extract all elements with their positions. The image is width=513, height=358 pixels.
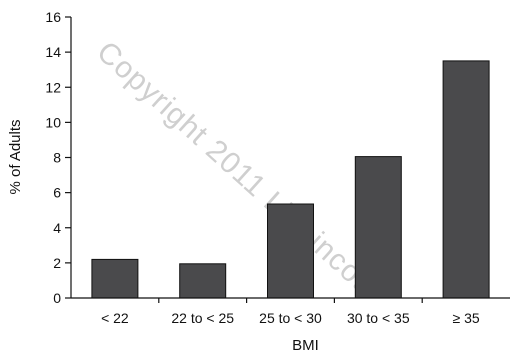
bars-group [91,60,490,299]
y-tick-label: 0 [53,290,61,306]
y-tick-label: 2 [53,255,61,271]
y-tick-label: 4 [53,220,61,236]
x-axis-title: BMI [292,337,319,354]
y-axis-title: % of Adults [7,119,24,194]
bar-2 [179,263,227,299]
x-category-label: ≥ 35 [453,310,480,326]
bar-4 [354,156,402,299]
bar-5 [442,60,490,299]
y-tick-label: 8 [53,150,61,166]
x-ticks-group: < 22 22 to < 25 25 to < 30 30 to < 35 ≥ 35 [101,298,480,326]
bar-3 [267,203,314,299]
y-ticks-group: 0 2 4 6 8 10 12 14 16 [45,9,71,306]
bar-1 [91,258,139,299]
y-tick-label: 6 [53,185,61,201]
x-category-label: 22 to < 25 [171,310,234,326]
y-tick-label: 14 [45,44,61,60]
x-category-label: < 22 [101,310,129,326]
y-tick-label: 16 [45,9,61,25]
x-category-label: 25 to < 30 [259,310,322,326]
y-tick-label: 12 [45,79,61,95]
x-category-label: 30 to < 35 [347,310,410,326]
y-tick-label: 10 [45,114,61,130]
